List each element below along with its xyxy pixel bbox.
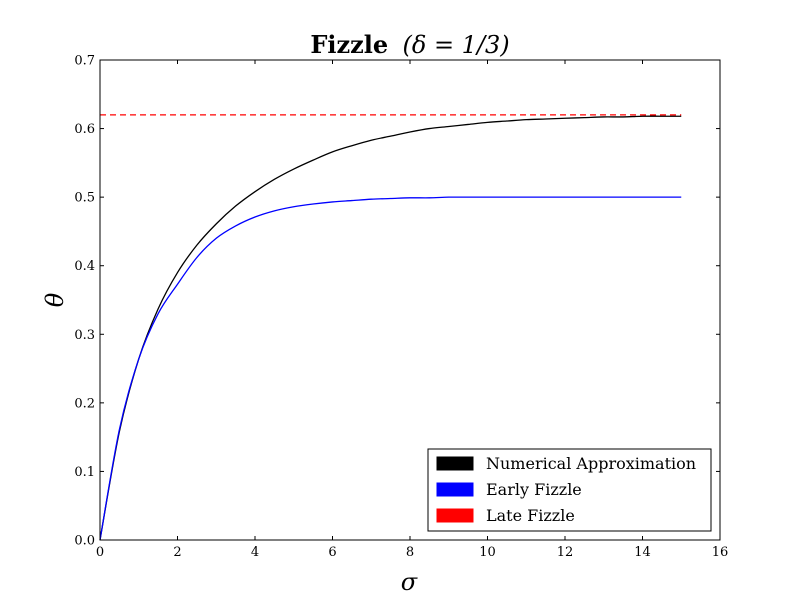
y-tick-label: 0.4 — [74, 259, 95, 274]
ticks: 0 2 4 6 8 10 12 14 16 0.0 0.1 0.2 0.3 0.4 0.5 0.6 0.7 — [74, 54, 728, 561]
chart-title: Fizzle (δ = 1/3) — [310, 30, 509, 59]
x-tick-label: 10 — [479, 545, 496, 560]
y-tick-label: 0.0 — [74, 534, 95, 549]
x-tick-label: 12 — [557, 545, 574, 560]
legend-label-0: Numerical Approximation — [486, 454, 696, 473]
chart-title-main: Fizzle — [310, 30, 388, 59]
x-tick-label: 14 — [634, 545, 651, 560]
x-tick-label: 16 — [712, 545, 729, 560]
x-axis-label: σ — [401, 568, 418, 596]
y-tick-label: 0.7 — [74, 54, 95, 69]
y-tick-label: 0.2 — [74, 396, 95, 411]
chart-title-math: (δ = 1/3) — [403, 31, 510, 59]
series-line-1 — [99, 196, 682, 541]
legend-box — [427, 448, 712, 532]
legend-swatch-0 — [436, 456, 474, 471]
y-tick-label: 0.1 — [74, 465, 95, 480]
legend-label-1: Early Fizzle — [486, 480, 582, 499]
x-tick-label: 0 — [96, 545, 104, 560]
x-tick-label: 4 — [251, 545, 259, 560]
y-tick-label: 0.6 — [74, 122, 95, 137]
x-tick-label: 2 — [173, 545, 181, 560]
legend-label-2: Late Fizzle — [486, 506, 575, 525]
legend-swatch-2 — [436, 508, 474, 523]
x-tick-label: 8 — [406, 545, 414, 560]
y-tick-label: 0.5 — [74, 191, 95, 206]
legend: Numerical Approximation Early Fizzle Late … — [427, 448, 712, 532]
series-line-0 — [99, 115, 682, 541]
x-tick-label: 6 — [328, 545, 336, 560]
y-tick-label: 0.3 — [74, 328, 95, 343]
y-axis-label: θ — [41, 292, 69, 307]
legend-swatch-1 — [436, 482, 474, 497]
plot-lines — [99, 114, 682, 541]
